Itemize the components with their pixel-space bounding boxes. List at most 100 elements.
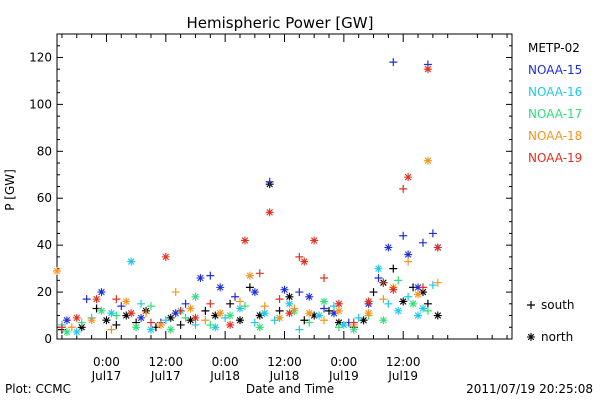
x-axis-label: Date and Time [246,382,334,396]
data-point-metp-02 [399,297,408,306]
data-point-noaa-18 [87,316,96,325]
data-point-noaa-19 [285,309,294,318]
data-point-metp-02 [186,316,195,325]
data-point-noaa-16 [107,309,116,318]
data-point-noaa-18 [53,266,61,275]
data-point-noaa-19 [320,274,329,282]
data-point-noaa-17 [112,311,121,320]
data-point-noaa-16 [295,325,304,334]
data-point-noaa-18 [423,156,432,165]
legend-entry-noaa-16: NOAA-16 [528,85,582,99]
x-tick-time: 0:00 [93,355,120,369]
data-point-noaa-18 [122,297,131,306]
data-point-noaa-15 [414,283,423,292]
data-point-metp-02 [211,311,220,320]
data-point-noaa-19 [300,257,309,266]
x-tick-time: 0:00 [212,355,239,369]
data-point-noaa-17 [334,323,343,332]
data-point-noaa-17 [240,302,249,311]
data-point-noaa-19 [364,297,373,306]
data-point-metp-02 [275,306,284,315]
y-tick-label: 20 [37,285,52,299]
legend-entry-noaa-19: NOAA-19 [528,151,582,165]
data-point-noaa-16 [339,320,348,329]
data-point-noaa-16 [354,313,363,322]
data-point-noaa-15 [384,243,393,252]
data-point-noaa-17 [181,313,190,322]
x-tick-date: Jul18 [269,369,300,383]
data-point-noaa-17 [62,327,71,336]
data-point-noaa-18 [107,325,116,334]
data-point-noaa-17 [409,299,418,308]
y-tick-label: 60 [37,191,52,205]
data-point-noaa-16 [315,311,324,320]
data-point-noaa-19 [379,278,388,287]
data-point-noaa-16 [72,327,81,336]
y-tick-label: 80 [37,144,52,158]
data-point-noaa-15 [418,238,427,247]
data-point-noaa-15 [216,283,225,292]
marker-legend-label: south [541,298,575,312]
data-point-noaa-15 [137,313,146,322]
legend-entry-noaa-18: NOAA-18 [528,129,582,143]
x-tick-time: 12:00 [267,355,302,369]
data-point-noaa-18 [414,290,423,299]
data-point-noaa-19 [433,243,442,252]
data-point-noaa-15 [295,288,304,297]
data-point-noaa-15 [82,295,91,304]
data-point-noaa-18 [379,295,388,304]
data-point-metp-02 [423,299,432,308]
x-tick-date: Jul17 [91,369,122,383]
x-tick-date: Jul19 [387,369,418,383]
data-point-noaa-16 [428,281,437,290]
legend: METP-02 NOAA-15 NOAA-16 NOAA-17 NOAA-18 NOAA-… [528,41,582,165]
data-point-noaa-18 [235,297,244,306]
data-point-metp-02 [359,316,368,325]
data-point-noaa-17 [379,316,388,325]
data-point-noaa-16 [191,320,200,329]
data-point-noaa-15 [196,274,205,282]
data-point-noaa-17 [226,311,235,320]
timestamp: 2011/07/19 20:25:08 [466,382,593,396]
marker-legend: south north [527,298,575,344]
data-point-noaa-15 [181,299,190,308]
data-point-noaa-17 [146,302,155,311]
data-point-noaa-17 [320,297,329,306]
data-point-noaa-19 [112,295,121,304]
data-point-noaa-18 [142,309,151,318]
data-point-metp-02 [369,288,378,297]
x-tick-date: Jul18 [209,369,240,383]
data-point-noaa-19 [72,313,81,322]
data-point-noaa-17 [191,292,200,301]
data-point-noaa-15 [206,271,215,280]
data-point-noaa-15 [171,309,180,318]
data-point-metp-02 [235,316,244,325]
data-point-noaa-17 [77,318,86,327]
data-point-noaa-18 [364,309,373,318]
data-point-noaa-17 [394,276,403,285]
data-point-noaa-19 [240,236,249,245]
data-point-noaa-18 [216,309,225,318]
data-point-noaa-19 [57,323,66,332]
plot-credit: Plot: CCMC [5,382,71,396]
data-point-noaa-17 [255,323,264,332]
data-point-noaa-19 [418,283,427,292]
data-point-metp-02 [285,292,294,301]
data-point-noaa-15 [374,274,383,282]
y-tick-label: 40 [37,238,52,252]
data-markers [53,58,442,336]
data-point-noaa-15 [329,309,338,318]
x-tick-date: Jul19 [328,369,359,383]
x-tick-time: 0:00 [330,355,357,369]
data-point-metp-02 [77,323,86,332]
data-point-metp-02 [226,299,235,308]
data-point-noaa-15 [250,288,259,297]
data-point-noaa-16 [250,318,259,327]
data-point-metp-02 [433,311,442,320]
x-tick-date: Jul17 [150,369,181,383]
data-point-noaa-15 [428,229,437,238]
data-point-noaa-19 [310,236,319,245]
data-point-metp-02 [255,311,264,320]
data-point-noaa-19 [265,208,274,217]
